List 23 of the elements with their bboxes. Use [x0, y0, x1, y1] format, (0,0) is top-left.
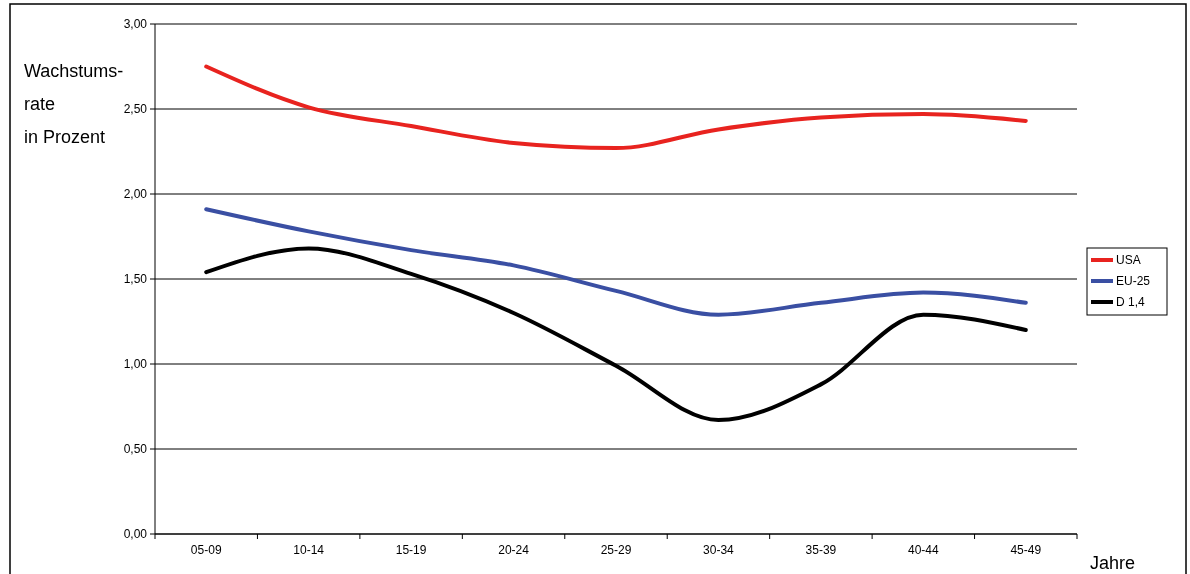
legend-label: USA [1116, 253, 1141, 268]
line-series [204, 64, 1028, 151]
y-tick-label: 0,00 [123, 527, 148, 542]
x-tick-label: 35-39 [805, 543, 837, 557]
x-tick-label: 30-34 [703, 543, 735, 557]
x-tick-label: 40-44 [907, 543, 939, 557]
y-tick-label: 2,00 [123, 187, 148, 202]
legend-label: D 1,4 [1116, 295, 1146, 310]
y-tick-label: 3,00 [123, 17, 148, 32]
x-tick-label: 15-19 [395, 543, 427, 557]
y-tick-label: 2,50 [123, 102, 148, 117]
line-series [204, 207, 1028, 317]
y-axis-title: Wachstums- rate in Prozent [24, 61, 124, 147]
x-tick-label: 45-49 [1010, 543, 1042, 557]
y-tick-label: 0,50 [123, 442, 148, 457]
y-tick-label: 1,00 [123, 357, 148, 372]
y-tick-label: 1,50 [123, 272, 148, 287]
x-tick-label: 10-14 [293, 543, 325, 557]
x-tick-label: 05-09 [190, 543, 222, 557]
legend-label: EU-25 [1116, 274, 1151, 289]
x-tick-label: 25-29 [600, 543, 632, 557]
x-axis-title: Jahre [1090, 553, 1136, 573]
x-tick-label: 20-24 [498, 543, 530, 557]
